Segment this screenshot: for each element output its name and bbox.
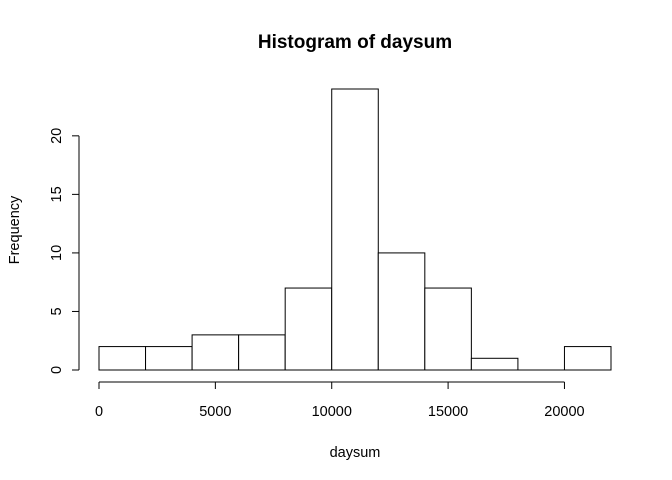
histogram-bar-8 xyxy=(470,357,519,371)
histogram-bar-3 xyxy=(238,334,286,371)
histogram-bar-0 xyxy=(98,346,147,371)
y-tick-label-3: 15 xyxy=(49,186,65,202)
chart-title: Histogram of daysum xyxy=(258,32,452,53)
x-axis-label: daysum xyxy=(330,445,381,461)
histogram-bar-4 xyxy=(284,287,333,371)
y-axis: 0 5 10 15 20 xyxy=(49,128,80,374)
x-tick-label-3: 15000 xyxy=(428,404,468,420)
histogram-bar-1 xyxy=(145,346,193,371)
x-tick-label-2: 10000 xyxy=(312,404,352,420)
y-tick-label-1: 5 xyxy=(49,307,65,315)
histogram-bar-6 xyxy=(377,252,426,371)
histogram-bar-10 xyxy=(563,346,612,371)
x-tick-label-0: 0 xyxy=(95,404,103,420)
y-tick-label-4: 20 xyxy=(49,128,65,144)
histogram-bar-5 xyxy=(331,88,379,371)
x-axis: 0 5000 10000 15000 20000 xyxy=(95,381,585,420)
y-tick-label-0: 0 xyxy=(49,366,65,374)
histogram-bar-7 xyxy=(424,287,472,371)
histogram-bar-2 xyxy=(191,334,240,371)
y-tick-label-2: 10 xyxy=(49,245,65,261)
bars-group xyxy=(98,88,612,371)
x-tick-label-1: 5000 xyxy=(199,404,231,420)
x-tick-label-4: 20000 xyxy=(544,404,584,420)
y-axis-label: Frequency xyxy=(7,195,23,264)
